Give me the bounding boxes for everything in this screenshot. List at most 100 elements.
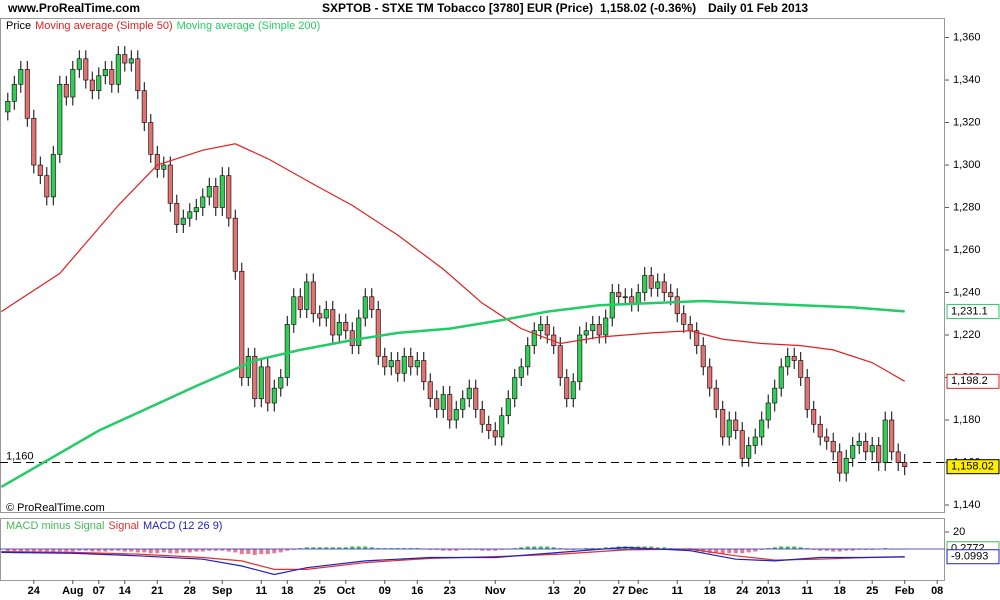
candle-body bbox=[570, 381, 576, 400]
y-tick-label: 1,240 bbox=[953, 286, 981, 298]
candle-body bbox=[895, 451, 901, 463]
candle-body bbox=[44, 175, 50, 198]
footer: © ProRealTime.com bbox=[6, 502, 105, 514]
x-tick-label: 08 bbox=[931, 585, 943, 597]
candle-body bbox=[401, 355, 407, 374]
candle-body bbox=[830, 440, 836, 453]
last-value-box bbox=[946, 549, 1000, 565]
histogram-bar bbox=[129, 549, 134, 552]
x-tick-label: 11 bbox=[671, 585, 683, 597]
candle-body bbox=[538, 324, 544, 332]
candle-body bbox=[505, 398, 511, 417]
candle-body bbox=[837, 451, 843, 474]
legend-entry: Moving average (Simple 200) bbox=[177, 20, 321, 32]
candle-body bbox=[616, 292, 622, 298]
x-tick-label: Sep bbox=[212, 585, 232, 597]
histogram-bar bbox=[239, 549, 244, 555]
histogram-bar bbox=[512, 548, 517, 549]
legend-entry: Signal bbox=[108, 520, 139, 532]
histogram-bar bbox=[486, 549, 491, 551]
candle-body bbox=[31, 117, 37, 166]
candle-body bbox=[297, 296, 303, 310]
histogram-bar bbox=[590, 548, 595, 549]
candle-body bbox=[154, 154, 160, 170]
histogram-bar bbox=[382, 548, 387, 549]
candle-body bbox=[193, 207, 199, 213]
x-tick-label: 11 bbox=[801, 585, 813, 597]
histogram-bar bbox=[779, 546, 784, 549]
histogram-bar bbox=[200, 549, 205, 552]
candle-body bbox=[161, 164, 167, 170]
y-tick-label: 1,340 bbox=[953, 74, 981, 86]
candle-body bbox=[304, 281, 310, 310]
line-series bbox=[1, 546, 905, 576]
x-tick-label: 28 bbox=[184, 585, 196, 597]
histogram-bar bbox=[174, 549, 179, 554]
histogram-bar bbox=[434, 549, 439, 550]
price-panel-frame bbox=[0, 18, 945, 513]
legend-entry: MACD (12 26 9) bbox=[143, 520, 222, 532]
histogram-bar bbox=[148, 549, 153, 554]
histogram-bar bbox=[70, 549, 75, 552]
candle-body bbox=[375, 309, 381, 357]
x-tick-label: 09 bbox=[379, 585, 391, 597]
histogram-bar bbox=[116, 549, 121, 551]
candle-body bbox=[778, 366, 784, 389]
candle-body bbox=[37, 164, 43, 176]
histogram-bar bbox=[31, 549, 36, 553]
candle-body bbox=[187, 211, 193, 219]
histogram-bar bbox=[545, 546, 550, 549]
last-value-label: 1,231.1 bbox=[951, 305, 988, 317]
line-series bbox=[0, 143, 905, 382]
histogram-bar bbox=[389, 548, 394, 549]
candle-body bbox=[382, 355, 388, 368]
candle-body bbox=[473, 387, 479, 410]
candle-body bbox=[76, 58, 82, 70]
histogram-bar bbox=[343, 547, 348, 549]
histogram-bar bbox=[369, 547, 374, 549]
y-tick-label: 1,280 bbox=[953, 201, 981, 213]
histogram-bar bbox=[376, 548, 381, 549]
candle-body bbox=[824, 436, 830, 442]
candle-body bbox=[349, 330, 355, 346]
candle-body bbox=[24, 69, 30, 119]
candle-body bbox=[531, 330, 537, 346]
candle-body bbox=[109, 69, 115, 85]
candle-body bbox=[135, 58, 141, 91]
histogram-bar bbox=[883, 548, 888, 549]
x-tick-label: 27 bbox=[613, 585, 625, 597]
y-tick-label: 20 bbox=[953, 526, 965, 538]
candle-body bbox=[421, 360, 427, 383]
histogram-bar bbox=[844, 549, 849, 551]
histogram-bar bbox=[473, 549, 478, 550]
x-tick-label: 11 bbox=[255, 585, 267, 597]
histogram-bar bbox=[38, 549, 43, 554]
histogram-bar bbox=[402, 548, 407, 549]
candle-body bbox=[876, 445, 882, 463]
y-tick-label: 1,300 bbox=[953, 159, 981, 171]
histogram-bar bbox=[220, 549, 225, 551]
histogram-bar bbox=[259, 549, 264, 555]
histogram-bar bbox=[447, 549, 452, 551]
histogram-bar bbox=[142, 549, 147, 553]
histogram-bar bbox=[103, 549, 108, 552]
histogram-bar bbox=[467, 549, 472, 550]
histogram-bar bbox=[571, 549, 576, 550]
candle-body bbox=[70, 69, 76, 98]
candle-body bbox=[388, 360, 394, 368]
histogram-bar bbox=[90, 549, 95, 552]
histogram-bar bbox=[64, 549, 69, 552]
histogram-bar bbox=[168, 549, 173, 554]
candle-body bbox=[726, 419, 732, 438]
last-value-box bbox=[946, 459, 1000, 475]
histogram-bar bbox=[558, 548, 563, 549]
candle-body bbox=[772, 387, 778, 404]
histogram-bar bbox=[746, 549, 751, 553]
candle-body bbox=[759, 419, 765, 438]
x-tick-label: 24 bbox=[28, 585, 41, 597]
histogram-bar bbox=[317, 547, 322, 549]
candle-body bbox=[863, 440, 869, 453]
candle-body bbox=[596, 324, 602, 336]
candle-body bbox=[525, 345, 531, 368]
candle-body bbox=[752, 436, 758, 446]
